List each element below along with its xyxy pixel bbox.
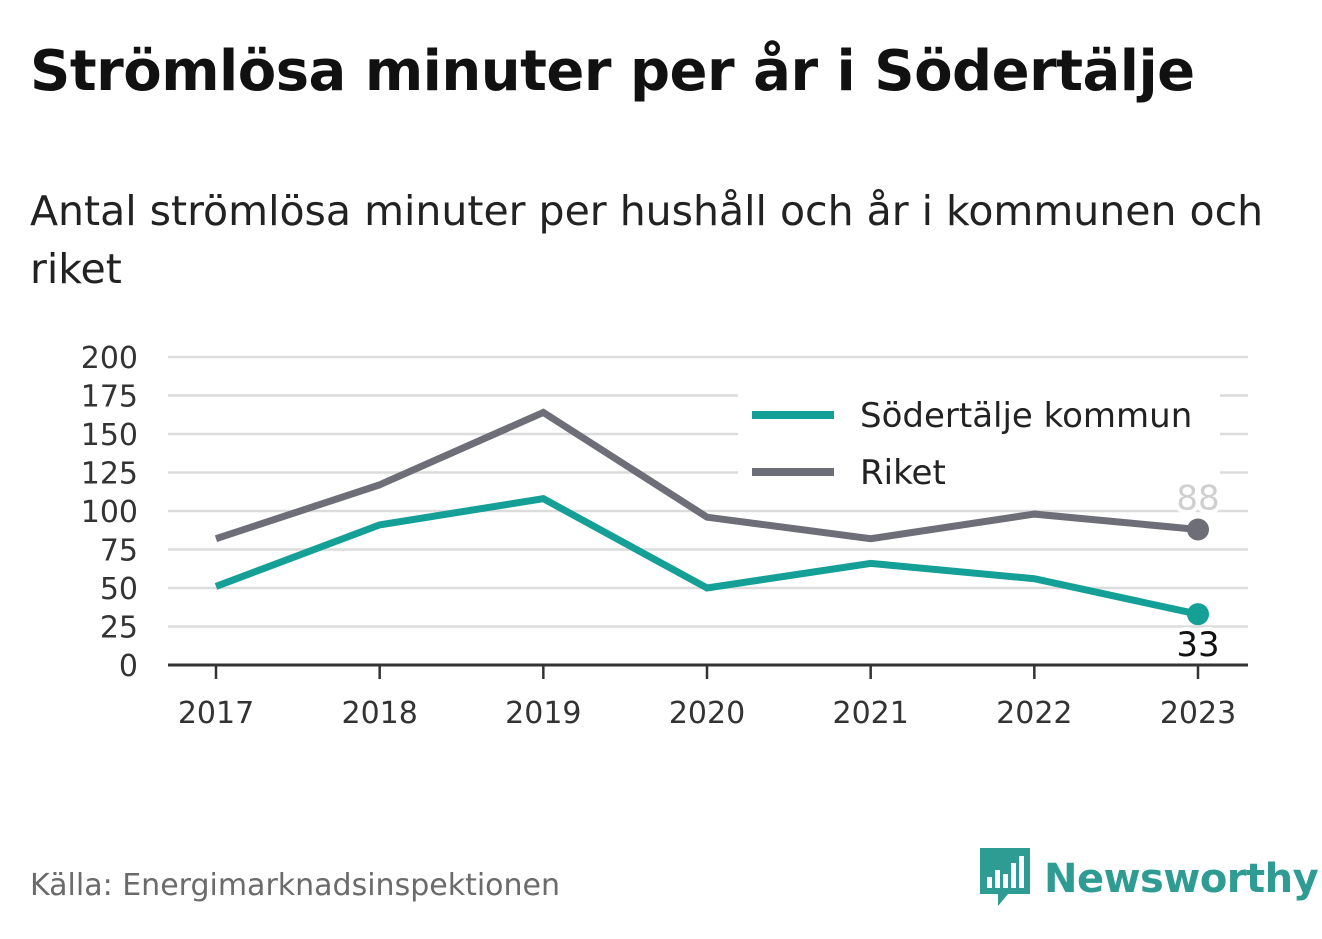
- y-tick-label: 100: [81, 495, 138, 530]
- x-tick-label: 2020: [669, 696, 745, 731]
- x-tick-label: 2018: [341, 696, 417, 731]
- x-axis: 2017 2018 2019 2020 2021 2022 2023: [168, 663, 1248, 731]
- y-tick-label: 0: [119, 649, 138, 684]
- y-tick-label: 175: [81, 380, 138, 415]
- chart-subtitle: Antal strömlösa minuter per hushåll och …: [30, 187, 1264, 293]
- series-lines: [214, 408, 1209, 626]
- x-tick-label: 2023: [1160, 696, 1236, 731]
- source-note: Källa: Energimarknadsinspektionen: [30, 868, 561, 903]
- end-label-sodertalje: 33: [1176, 625, 1219, 665]
- newsworthy-logo-icon: [980, 848, 1030, 906]
- y-tick-label: 25: [100, 611, 138, 646]
- x-tick-label: 2022: [996, 696, 1072, 731]
- chart-title: Strömlösa minuter per år i Södertälje: [30, 39, 1195, 104]
- x-tick-label: 2019: [505, 696, 581, 731]
- y-tick-label: 200: [81, 341, 138, 376]
- series-end-point: [1187, 518, 1209, 541]
- x-tick-label: 2021: [832, 696, 908, 731]
- y-tick-label: 75: [100, 534, 138, 569]
- series-line-riket: [214, 408, 1199, 543]
- y-tick-label: 150: [81, 418, 138, 453]
- brand-name: Newsworthy: [1044, 856, 1319, 902]
- legend-label: Riket: [860, 453, 946, 493]
- x-tick-label: 2017: [178, 696, 254, 731]
- legend-background: [738, 387, 1220, 497]
- legend-label: Södertälje kommun: [860, 396, 1192, 436]
- end-label-halo: 33: [1176, 625, 1219, 665]
- series-line-sodertalje: [214, 495, 1199, 618]
- brand-logo: Newsworthy: [980, 848, 1319, 910]
- end-label-riket: 88: [1176, 478, 1219, 518]
- end-label-halo: 88: [1176, 478, 1219, 518]
- y-tick-label: 50: [100, 572, 138, 607]
- y-tick-label: 125: [81, 457, 138, 492]
- series-end-point: [1187, 603, 1209, 626]
- gridlines: [168, 355, 1248, 628]
- legend: Södertälje kommun Riket: [738, 387, 1220, 497]
